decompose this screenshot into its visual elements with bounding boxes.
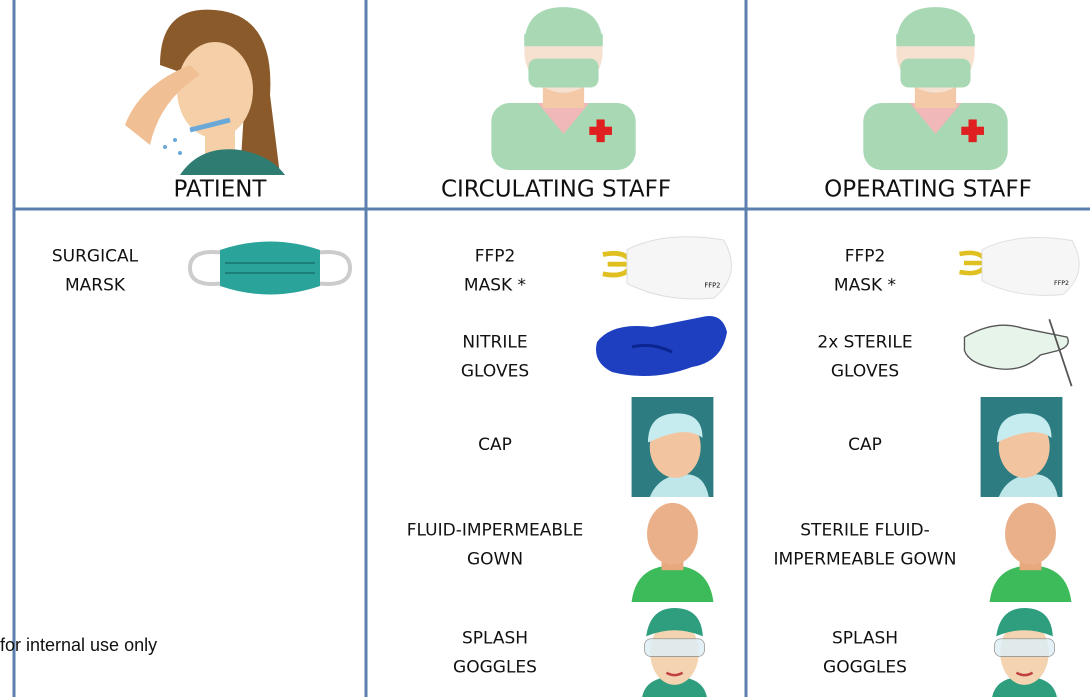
- goggles-icon: [990, 608, 1059, 697]
- item-label: CAP: [848, 435, 882, 455]
- item-label: CAP: [478, 435, 512, 455]
- item-label: SPLASH: [832, 629, 898, 649]
- item-label: 2x STERILE: [817, 333, 912, 353]
- item-label: GLOVES: [461, 362, 529, 382]
- item-label: NITRILE: [462, 333, 527, 353]
- sterile-glove-icon: [963, 318, 1073, 388]
- staff-icon: [491, 7, 636, 170]
- item-label: IMPERMEABLE GOWN: [774, 550, 957, 570]
- item-label: GLOVES: [831, 362, 899, 382]
- goggles-icon: [640, 608, 709, 697]
- ffp2-icon: [960, 238, 1080, 296]
- item-label: GOWN: [467, 550, 523, 570]
- item-label: MASK *: [464, 276, 526, 296]
- item-label: FFP2: [475, 247, 516, 267]
- item-label: FFP2: [845, 247, 886, 267]
- item-label: SURGICAL: [52, 247, 139, 267]
- staff-icon: [863, 7, 1008, 170]
- ffp2-icon: [603, 237, 732, 299]
- column-header: OPERATING STAFF: [824, 177, 1032, 203]
- item-label: MASK *: [834, 276, 896, 296]
- item-label: GOGGLES: [453, 658, 537, 678]
- column-header: CIRCULATING STAFF: [441, 177, 671, 203]
- surgical-mask-icon: [188, 239, 352, 297]
- item-label: GOGGLES: [823, 658, 907, 678]
- nitrile-glove-icon: [594, 314, 729, 378]
- cap-icon: [631, 397, 714, 497]
- patient-icon: [125, 10, 285, 175]
- item-label: MARSK: [65, 276, 126, 296]
- gown-icon: [989, 502, 1072, 602]
- item-label: STERILE FLUID-: [800, 521, 929, 541]
- item-label: SPLASH: [462, 629, 528, 649]
- watermark: for internal use only: [0, 635, 157, 655]
- cap-icon: [980, 397, 1063, 497]
- item-label: FLUID-IMPERMEABLE: [407, 521, 583, 541]
- gown-icon: [631, 502, 714, 602]
- column-header: PATIENT: [174, 177, 268, 203]
